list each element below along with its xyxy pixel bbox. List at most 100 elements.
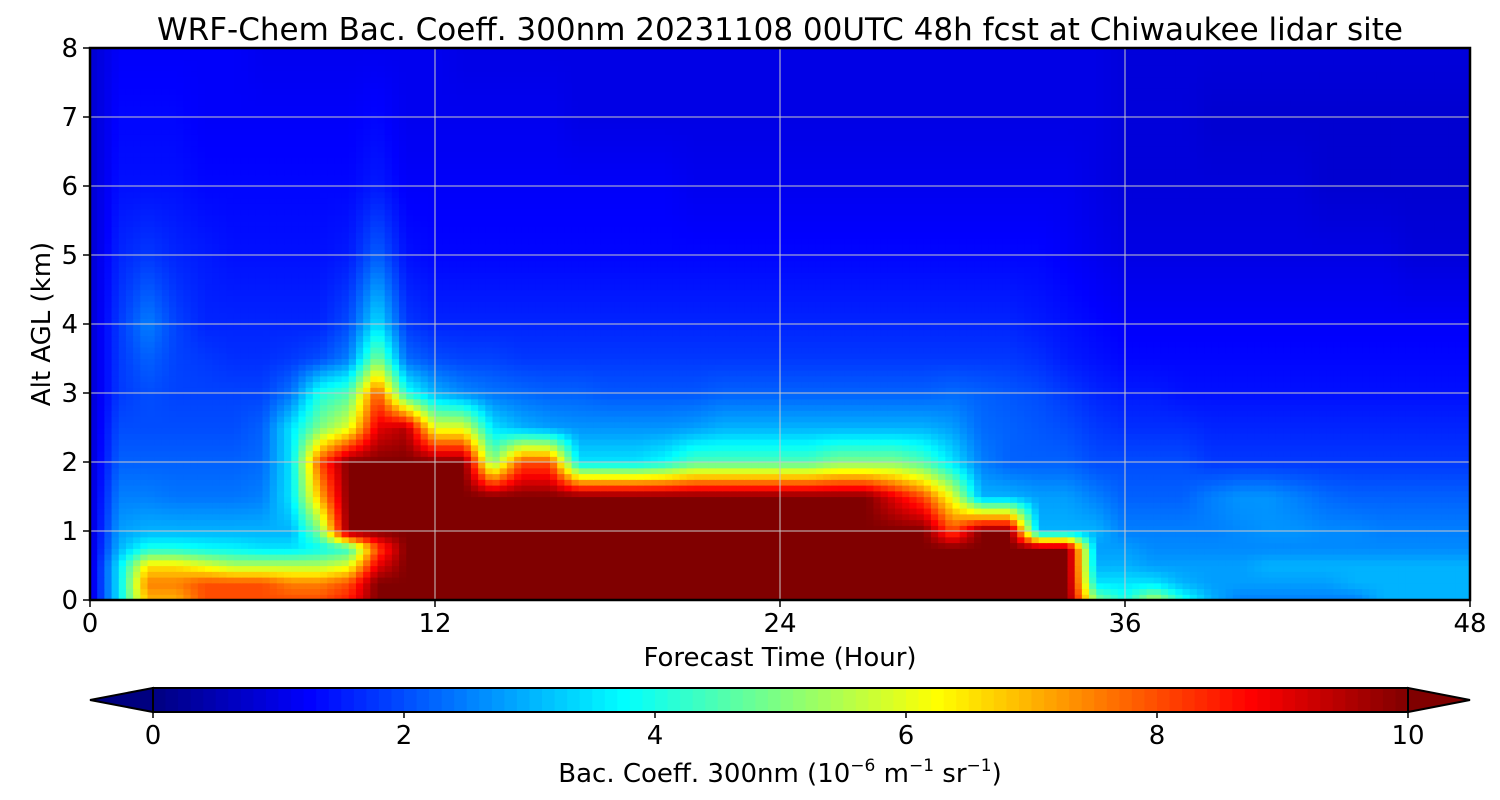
heatmap-cell [90,536,98,544]
heatmap-cell [1247,473,1255,480]
heatmap-cell [665,536,673,544]
heatmap-cell [334,525,343,532]
heatmap-cell [923,582,932,590]
heatmap-cell [348,473,357,480]
heatmap-cell [1160,536,1169,544]
heatmap-cell [729,508,738,515]
heatmap-cell [1311,565,1320,572]
heatmap-cell [183,536,192,544]
heatmap-cell [154,519,163,526]
heatmap-cell [1398,542,1406,549]
heatmap-cell [363,490,371,498]
heatmap-cell [1103,456,1112,463]
heatmap-cell [449,502,458,509]
heatmap-cell [470,519,479,526]
heatmap-cell [1211,485,1220,492]
heatmap-cell [1434,467,1442,475]
heatmap-cell [276,554,285,561]
heatmap-cell [535,467,544,475]
heatmap-cell [1103,582,1112,590]
heatmap-cell [1405,519,1414,526]
heatmap-cell [1290,577,1299,584]
heatmap-cell [298,548,307,555]
heatmap-cell [492,571,501,578]
heatmap-cell [528,513,537,521]
heatmap-cell [161,496,170,503]
heatmap-cell [1254,559,1263,567]
heatmap-cell [1225,513,1234,521]
heatmap-cell [1311,525,1320,532]
heatmap-cell [1340,490,1349,498]
heatmap-cell [327,456,335,463]
heatmap-cell [1153,588,1162,595]
heatmap-cell [1096,559,1105,567]
heatmap-cell [1369,536,1378,544]
heatmap-cell [1146,542,1155,549]
heatmap-cell [1089,496,1097,503]
heatmap-cell [298,565,307,572]
heatmap-cell [700,577,709,584]
heatmap-cell [643,571,652,578]
heatmap-cell [370,502,379,509]
heatmap-cell [966,588,975,595]
heatmap-cell [90,496,98,503]
heatmap-cell [212,588,220,595]
heatmap-cell [284,531,292,538]
heatmap-cell [427,462,436,469]
heatmap-cell [528,490,537,498]
heatmap-cell [1175,490,1184,498]
heatmap-cell [923,571,932,578]
heatmap-cell [851,467,860,475]
heatmap-cell [1117,559,1126,567]
heatmap-cell [384,588,393,595]
heatmap-cell [1347,490,1356,498]
heatmap-cell [1261,462,1270,469]
heatmap-cell [521,525,530,532]
heatmap-cell [90,525,98,532]
heatmap-cell [1355,571,1363,578]
heatmap-cell [248,502,256,509]
heatmap-cell [470,502,479,509]
heatmap-cell [895,571,903,578]
heatmap-cell [1175,467,1184,475]
heatmap-cell [945,536,954,544]
heatmap-cell [348,450,357,457]
heatmap-cell [1275,485,1284,492]
heatmap-cell [1204,490,1212,498]
heatmap-cell [1139,485,1148,492]
heatmap-cell [729,571,738,578]
heatmap-cell [650,462,659,469]
heatmap-cell [1196,525,1205,532]
heatmap-cell [1117,531,1126,538]
heatmap-cell [1434,456,1442,463]
heatmap-cell [938,565,946,572]
heatmap-cell [916,490,925,498]
heatmap-cell [420,496,429,503]
heatmap-cell [456,450,465,457]
heatmap-cell [722,473,731,480]
heatmap-cell [859,536,867,544]
heatmap-cell [593,496,601,503]
heatmap-cell [629,571,637,578]
heatmap-cell [1405,588,1414,595]
heatmap-cell [758,536,767,544]
heatmap-cell [233,456,242,463]
heatmap-cell [334,536,343,544]
heatmap-cell [291,508,300,515]
heatmap-cell [808,571,817,578]
heatmap-cell [1125,531,1133,538]
heatmap-cell [636,473,645,480]
heatmap-cell [1153,577,1162,584]
heatmap-cell [952,577,961,584]
heatmap-cell [226,554,235,561]
heatmap-cell [621,531,630,538]
heatmap-cell [1369,450,1378,457]
heatmap-cell [233,542,242,549]
heatmap-cell [399,582,407,590]
heatmap-cell [542,473,551,480]
heatmap-cell [844,565,853,572]
heatmap-cell [1412,577,1421,584]
heatmap-cell [140,536,149,544]
heatmap-cell [650,542,659,549]
heatmap-cell [363,496,371,503]
